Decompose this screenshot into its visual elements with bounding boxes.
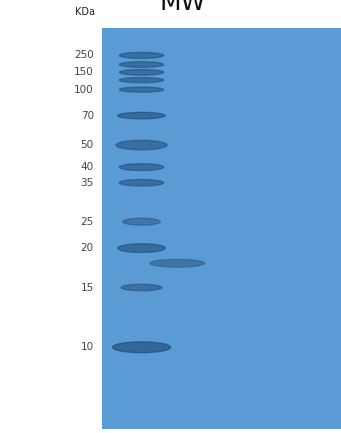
Ellipse shape [118,112,165,119]
Text: 15: 15 [80,282,94,293]
Ellipse shape [119,52,164,58]
Text: 150: 150 [74,67,94,78]
Text: 35: 35 [80,178,94,188]
Ellipse shape [123,218,160,225]
Text: MW: MW [159,0,206,15]
Text: 250: 250 [74,50,94,61]
Ellipse shape [118,244,165,252]
Ellipse shape [119,78,164,83]
Ellipse shape [119,180,164,186]
Text: 25: 25 [80,216,94,227]
Text: 70: 70 [81,110,94,121]
Text: 20: 20 [81,243,94,253]
Text: 100: 100 [74,84,94,95]
Ellipse shape [119,61,164,67]
Ellipse shape [119,70,164,75]
Ellipse shape [119,87,164,92]
Ellipse shape [119,164,164,171]
Text: 50: 50 [81,140,94,150]
Ellipse shape [121,284,162,291]
Text: KDa: KDa [75,7,95,17]
Ellipse shape [113,342,170,352]
Text: 40: 40 [81,162,94,172]
Text: 10: 10 [81,342,94,352]
Ellipse shape [116,140,167,150]
Ellipse shape [150,259,205,267]
Bar [102,28,341,429]
